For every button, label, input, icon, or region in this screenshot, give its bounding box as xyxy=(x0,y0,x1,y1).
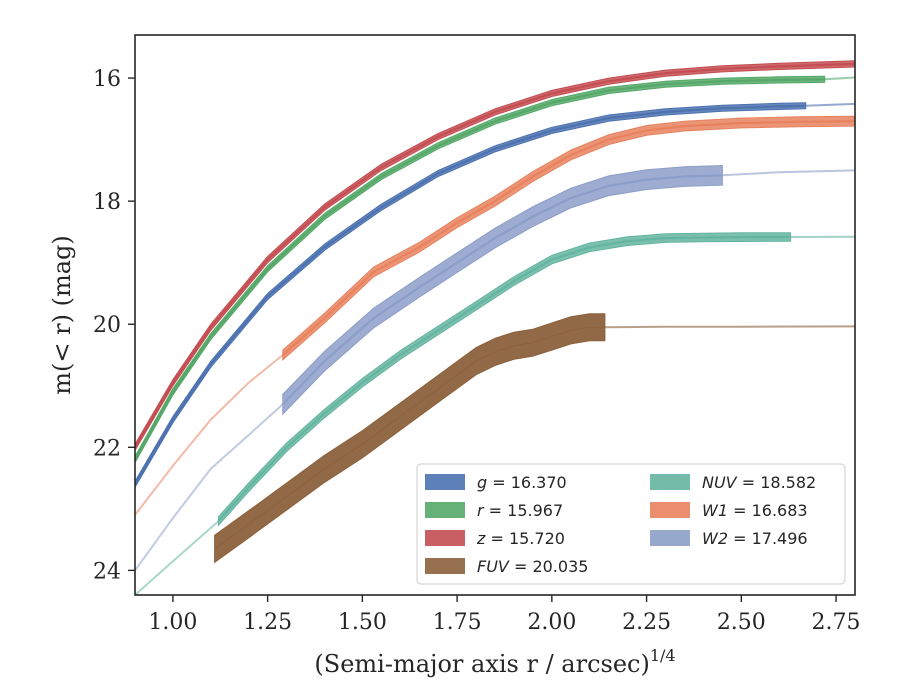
y-tick-label: 16 xyxy=(93,67,121,92)
y-tick-label: 24 xyxy=(93,559,121,584)
series-r-line xyxy=(135,78,825,461)
legend-value-z: 15.720 xyxy=(509,529,565,548)
plot-frame xyxy=(134,34,856,596)
legend-swatch-w1 xyxy=(650,502,690,518)
series-r-band xyxy=(135,75,826,464)
legend-label-g: g = 16.370 xyxy=(477,473,567,492)
series-r-extension xyxy=(824,76,855,81)
series-fuv-extension xyxy=(604,325,855,329)
series-z-line xyxy=(135,62,855,448)
legend-value-fuv: 20.035 xyxy=(532,557,588,576)
legend-equals-w2: = xyxy=(728,529,752,548)
x-tick-label: 1.75 xyxy=(433,610,482,635)
legend-label-w1: W1 = 16.683 xyxy=(702,501,808,520)
legend-equals-nuv: = xyxy=(737,473,761,492)
series-g-line xyxy=(135,104,806,485)
series-nuv-band xyxy=(217,232,792,527)
legend-swatch-r xyxy=(425,502,465,518)
series-lines xyxy=(135,62,855,595)
series-nuv-line xyxy=(217,235,791,522)
legend-swatch-nuv xyxy=(650,474,690,490)
legend-var-w2: W2 xyxy=(702,529,728,548)
legend-value-w1: 16.683 xyxy=(752,501,808,520)
series-g-extension xyxy=(805,102,855,107)
series-fuv-line xyxy=(214,326,605,550)
legend-swatch-z xyxy=(425,530,465,546)
y-tick-label: 18 xyxy=(93,190,121,215)
legend-box xyxy=(416,463,846,585)
legend-value-nuv: 18.582 xyxy=(760,473,816,492)
series-w2-line xyxy=(282,174,723,405)
y-axis: 16 18 20 22 24 xyxy=(93,67,135,584)
x-tick-label: 1.25 xyxy=(243,610,292,635)
legend-var-g: g xyxy=(477,473,487,492)
x-axis-label-text: (Semi-major axis r / arcsec) xyxy=(314,650,649,678)
legend-label-w2: W2 = 17.496 xyxy=(702,529,808,548)
legend-label-r: r = 15.967 xyxy=(477,501,563,520)
x-tick-label: 2.50 xyxy=(717,610,766,635)
legend-value-r: 15.967 xyxy=(507,501,563,520)
series-w1-prefix xyxy=(135,354,284,516)
legend-label-z: z = 15.720 xyxy=(476,529,565,548)
legend-swatch-g xyxy=(425,474,465,490)
legend-swatch-w2 xyxy=(650,530,690,546)
series-w2-extension xyxy=(722,169,855,177)
x-tick-label: 2.75 xyxy=(812,610,861,635)
legend-equals-g: = xyxy=(487,473,511,492)
series-fuv-band xyxy=(214,313,606,564)
x-axis-label-exponent: 1/4 xyxy=(650,646,676,665)
legend-equals-fuv: = xyxy=(509,557,533,576)
legend-var-r: r xyxy=(477,501,485,520)
x-tick-label: 1.50 xyxy=(338,610,387,635)
legend-value-g: 16.370 xyxy=(511,473,567,492)
legend-equals-r: = xyxy=(484,501,508,520)
x-axis-label: (Semi-major axis r / arcsec)1/4 xyxy=(314,646,675,678)
series-nuv-prefix xyxy=(135,520,220,595)
y-tick-label: 20 xyxy=(93,313,121,338)
series-w1-line xyxy=(282,120,855,356)
legend-var-w1: W1 xyxy=(702,501,728,520)
legend-swatch-fuv xyxy=(425,558,465,574)
x-tick-label: 2.25 xyxy=(622,610,671,635)
series-w2-band xyxy=(282,164,723,416)
series-w1-band xyxy=(282,115,855,362)
legend: g = 16.370 r = 15.967 z = 15.720 FUV = 20.0… xyxy=(416,463,846,585)
y-axis-label: m(< r) (mag) xyxy=(48,235,76,394)
legend-var-z: z xyxy=(476,529,486,548)
x-tick-label: 2.00 xyxy=(527,610,576,635)
legend-value-w2: 17.496 xyxy=(752,529,808,548)
legend-var-fuv: FUV xyxy=(477,557,510,576)
x-axis: 1.00 1.25 1.50 1.75 2.00 2.25 2.50 2.75 xyxy=(148,595,861,635)
y-tick-label: 22 xyxy=(93,436,121,461)
series-w2-prefix xyxy=(135,403,284,571)
legend-equals-z: = xyxy=(485,529,509,548)
legend-label-fuv: FUV = 20.035 xyxy=(477,557,588,576)
series-z-band xyxy=(135,60,855,452)
legend-equals-w1: = xyxy=(728,501,752,520)
legend-label-nuv: NUV = 18.582 xyxy=(702,473,816,492)
x-tick-label: 1.00 xyxy=(148,610,197,635)
legend-var-nuv: NUV xyxy=(702,473,738,492)
